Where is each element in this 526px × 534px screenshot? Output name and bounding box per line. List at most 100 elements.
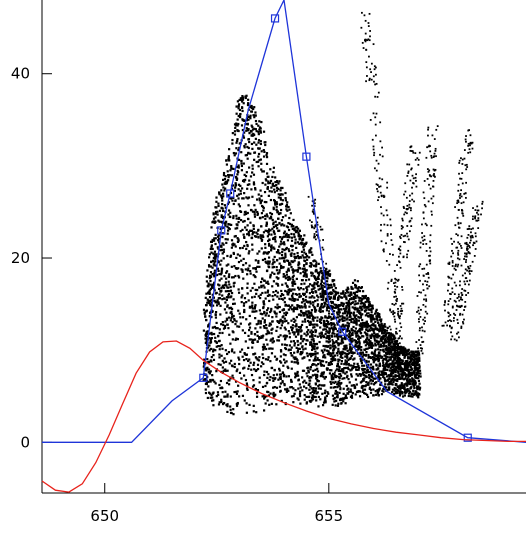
scatter-point [429,260,431,262]
scatter-point [422,304,424,306]
scatter-point [412,182,414,184]
scatter-point [250,105,252,107]
scatter-point [259,326,261,328]
scatter-point [352,318,354,320]
scatter-point [343,393,345,395]
scatter-point [286,204,288,206]
scatter-point [365,375,367,377]
scatter-point [226,382,228,384]
scatter-point [288,276,290,278]
scatter-point [347,350,349,352]
scatter-point [472,142,474,144]
scatter-point [224,204,226,206]
scatter-point [318,285,320,287]
scatter-point [229,343,231,345]
scatter-point [420,316,422,318]
scatter-point [255,293,257,295]
scatter-point [305,296,307,298]
scatter-point [264,191,266,193]
scatter-point [394,292,396,294]
scatter-point [246,171,248,173]
scatter-point [319,308,321,310]
scatter-point [315,399,317,401]
scatter-point [210,248,212,250]
scatter-point [285,320,287,322]
scatter-point [366,75,368,77]
scatter-point [229,362,231,364]
scatter-point [235,245,237,247]
scatter-point [399,335,401,337]
scatter-point [225,242,227,244]
scatter-point [280,265,282,267]
scatter-point [329,335,331,337]
scatter-point [286,236,288,238]
scatter-point [373,149,375,151]
scatter-point [239,116,241,118]
scatter-point [212,354,214,356]
scatter-point [311,272,313,274]
scatter-point [225,361,227,363]
scatter-point [380,224,382,226]
scatter-point [358,320,360,322]
scatter-point [387,363,389,365]
scatter-point [230,255,232,257]
scatter-point [290,379,292,381]
scatter-point [306,331,308,333]
scatter-point [297,371,299,373]
scatter-point [417,352,419,354]
scatter-point [292,283,294,285]
scatter-point [400,305,402,307]
scatter-point [221,207,223,209]
scatter-point [305,242,307,244]
scatter-point [302,271,304,273]
scatter-point [212,392,214,394]
scatter-point [237,197,239,199]
scatter-point [390,337,392,339]
scatter-point [237,385,239,387]
scatter-point [387,365,389,367]
scatter-point [313,227,315,229]
scatter-point [378,196,380,198]
scatter-point [434,138,436,140]
scatter-point [427,178,429,180]
scatter-point [339,331,341,333]
scatter-point [276,206,278,208]
scatter-point [312,316,314,318]
scatter-point [382,342,384,344]
scatter-point [307,329,309,331]
scatter-point [385,386,387,388]
scatter-point [286,344,288,346]
scatter-point [268,233,270,235]
scatter-point [460,193,462,195]
scatter-point [230,286,232,288]
scatter-point [338,343,340,345]
scatter-point [380,185,382,187]
scatter-point [309,392,311,394]
scatter-point [431,214,433,216]
scatter-point [314,199,316,201]
scatter-point [288,248,290,250]
scatter-point [280,327,282,329]
scatter-point [264,215,266,217]
scatter-point [208,368,210,370]
scatter-point [400,359,402,361]
scatter-point [459,197,461,199]
scatter-point [233,276,235,278]
scatter-point [279,263,281,265]
scatter-point [263,251,265,253]
scatter-point [300,235,302,237]
scatter-point [410,209,412,211]
scatter-point [321,364,323,366]
scatter-point [338,392,340,394]
scatter-point [288,217,290,219]
scatter-point [348,311,350,313]
scatter-point [363,377,365,379]
scatter-point [305,334,307,336]
scatter-point [374,352,376,354]
scatter-point [458,227,460,229]
scatter-point [458,209,460,211]
scatter-point [467,145,469,147]
scatter-point [279,373,281,375]
scatter-point [241,187,243,189]
scatter-point [296,252,298,254]
